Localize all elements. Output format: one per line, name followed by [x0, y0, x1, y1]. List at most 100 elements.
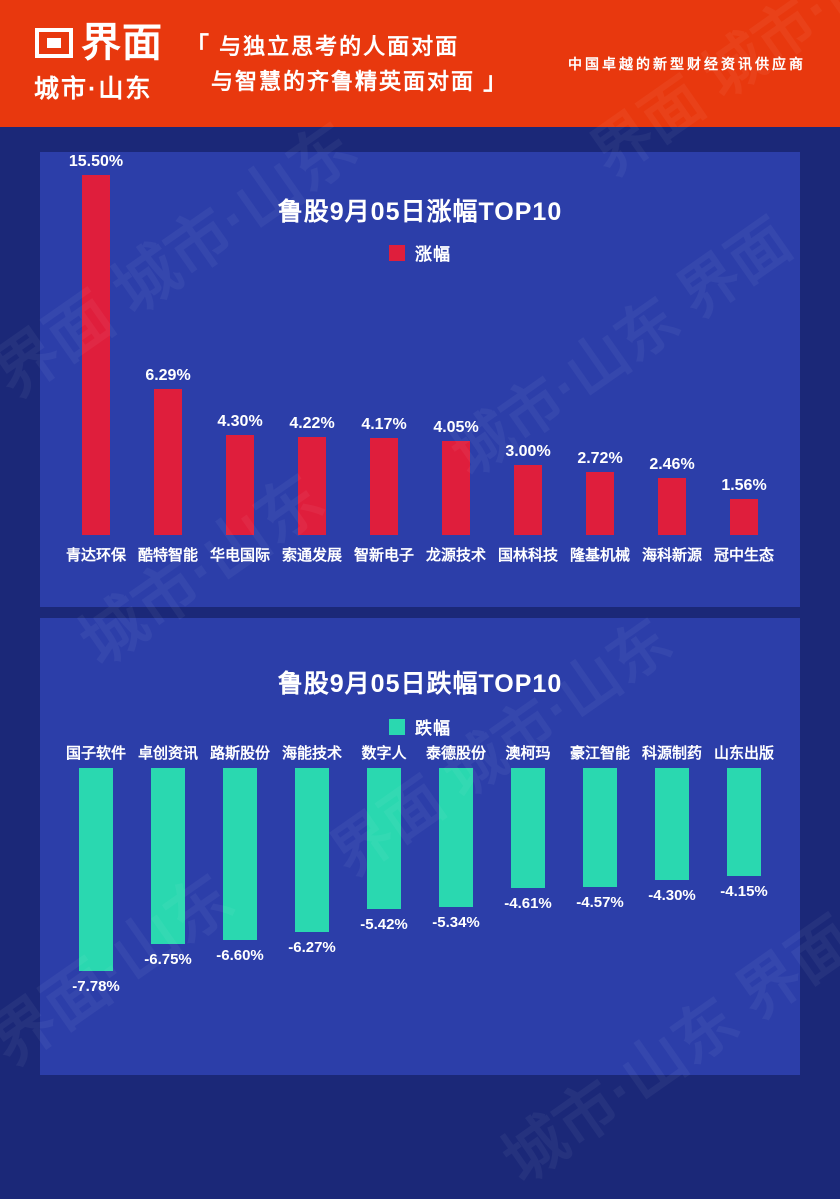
bar [658, 478, 686, 535]
bar-column: -6.75% [132, 768, 204, 968]
bar-value-label: 2.46% [649, 456, 695, 473]
bar [298, 437, 326, 535]
bar-value-label: -4.61% [504, 895, 552, 912]
losers-legend-swatch [389, 718, 405, 735]
bar-column: -6.27% [276, 768, 348, 956]
bar-column: 2.46% [636, 456, 708, 535]
bar-category-label: 科源制药 [641, 745, 702, 762]
bar-value-label: -6.75% [144, 951, 192, 968]
tagline-open-bracket: 「 [185, 32, 211, 60]
bar-category-label: 国林科技 [497, 547, 558, 564]
bar-category-label: 国子软件 [65, 745, 126, 762]
bar-category-label: 泰德股份 [425, 745, 486, 762]
jiemian-logo-icon [34, 26, 74, 60]
bar-value-label: 4.17% [361, 416, 407, 433]
bar [730, 499, 758, 535]
bar-column: 4.22% [276, 415, 348, 535]
losers-legend-label: 跌幅 [415, 719, 451, 738]
tagline-line2: 与智慧的齐鲁精英面对面 」 [211, 67, 510, 95]
logo-wordmark: 界面 [81, 20, 163, 65]
bar [226, 435, 254, 535]
tagline-line1: 「 与独立思考的人面对面 [185, 32, 460, 60]
bar-column: 1.56% [708, 477, 780, 535]
bar-category-label: 山东出版 [713, 745, 774, 762]
bar-column: -7.78% [60, 768, 132, 995]
bar-column: 2.72% [564, 450, 636, 535]
tagline-close-bracket: 」 [483, 67, 510, 95]
bar-category-label: 澳柯玛 [505, 745, 551, 762]
bar-category-label: 隆基机械 [569, 547, 630, 564]
bar-category-label: 海能技术 [281, 745, 342, 762]
bar [370, 438, 398, 535]
bar-column: -4.57% [564, 768, 636, 911]
bar-value-label: -5.42% [360, 916, 408, 933]
bar-value-label: 4.30% [217, 413, 263, 430]
bar-value-label: -4.15% [720, 883, 768, 900]
bar-column: 4.30% [204, 413, 276, 535]
bar-value-label: 4.05% [433, 419, 479, 436]
bar-category-label: 索通发展 [281, 547, 342, 564]
bar-category-label: 华电国际 [209, 547, 270, 564]
bar-category-label: 海科新源 [641, 547, 702, 564]
bar-value-label: 6.29% [145, 367, 191, 384]
bar [223, 768, 257, 940]
bar-column: 6.29% [132, 367, 204, 535]
bar-category-label: 路斯股份 [209, 745, 270, 762]
bar [439, 768, 473, 907]
bar-column: -4.61% [492, 768, 564, 912]
bar-column: 4.05% [420, 419, 492, 535]
bar-value-label: 2.72% [577, 450, 623, 467]
bar-column: -5.42% [348, 768, 420, 933]
gainers-legend-label: 涨幅 [415, 245, 451, 264]
bar-value-label: 15.50% [68, 153, 124, 170]
bar [367, 768, 401, 909]
bar-value-label: -4.57% [576, 894, 624, 911]
header: 界面 城市·山东 「 与独立思考的人面对面 与智慧的齐鲁精英面对面 」 中国卓越… [0, 0, 840, 127]
losers-category-row: 国子软件 卓创资讯 路斯股份 海能技术 数字人 泰德股份 澳柯玛 豪江智能 科源制药 山东出版 [60, 742, 780, 763]
bar-category-label: 卓创资讯 [137, 745, 198, 762]
gainers-category-row: 青达环保 酷特智能 华电国际 索通发展 智新电子 龙源技术 国林科技 隆基机械 海科新源 冠中生态 [60, 544, 780, 565]
bar [583, 768, 617, 887]
bar-value-label: 4.22% [289, 415, 335, 432]
bar-value-label: 3.00% [505, 443, 551, 460]
losers-panel: 鲁股9月05日跌幅TOP10 跌幅 国子软件 卓创资讯 路斯股份 海能技术 数字人 泰德股… [40, 618, 800, 1075]
bar-category-label: 酷特智能 [137, 547, 198, 564]
bar [151, 768, 185, 944]
bar [79, 768, 113, 971]
bar-column: 4.17% [348, 416, 420, 535]
bar-value-label: 1.56% [721, 477, 767, 494]
bar [295, 768, 329, 932]
gainers-panel: 15.50% 6.29% 4.30% 4.22% 4.17% 4.05% 3.00% 2.72… [40, 152, 800, 607]
gainers-legend-swatch [389, 244, 405, 261]
losers-chart-title: 鲁股9月05日跌幅TOP10 [277, 670, 563, 698]
bar [586, 472, 614, 535]
bar-column: -4.15% [708, 768, 780, 900]
jiemian-logo-top: 界面 [34, 23, 163, 63]
bar-category-label: 智新电子 [353, 547, 414, 564]
bar-column: 3.00% [492, 443, 564, 535]
gainers-chart-title: 鲁股9月05日涨幅TOP10 [277, 198, 563, 226]
logo-subtitle: 城市·山东 [34, 74, 153, 103]
gainers-chart-plot: 15.50% 6.29% 4.30% 4.22% 4.17% 4.05% 3.00% 2.72… [60, 152, 780, 535]
jiemian-logo: 界面 城市·山东 [34, 23, 163, 105]
bar-category-label: 青达环保 [65, 547, 126, 564]
bar-value-label: -4.30% [648, 887, 696, 904]
gainers-legend: 涨幅 [40, 240, 800, 265]
bar-column: -6.60% [204, 768, 276, 964]
bar [442, 441, 470, 535]
bar-column: 15.50% [60, 153, 132, 535]
bar-column: -5.34% [420, 768, 492, 931]
bar [727, 768, 761, 876]
bar-value-label: -7.78% [72, 978, 120, 995]
bar [154, 389, 182, 535]
bar [655, 768, 689, 880]
bar-category-label: 龙源技术 [425, 547, 486, 564]
losers-legend: 跌幅 [40, 714, 800, 739]
bar-category-label: 数字人 [361, 745, 407, 762]
bar-value-label: -6.27% [288, 939, 336, 956]
losers-chart-plot: -7.78% -6.75% -6.60% -6.27% -5.42% -5.34% -4.6… [60, 768, 780, 1018]
bar-category-label: 冠中生态 [713, 547, 774, 564]
bar-column: -4.30% [636, 768, 708, 904]
tagline: 「 与独立思考的人面对面 与智慧的齐鲁精英面对面 」 [185, 29, 509, 99]
bar [511, 768, 545, 888]
